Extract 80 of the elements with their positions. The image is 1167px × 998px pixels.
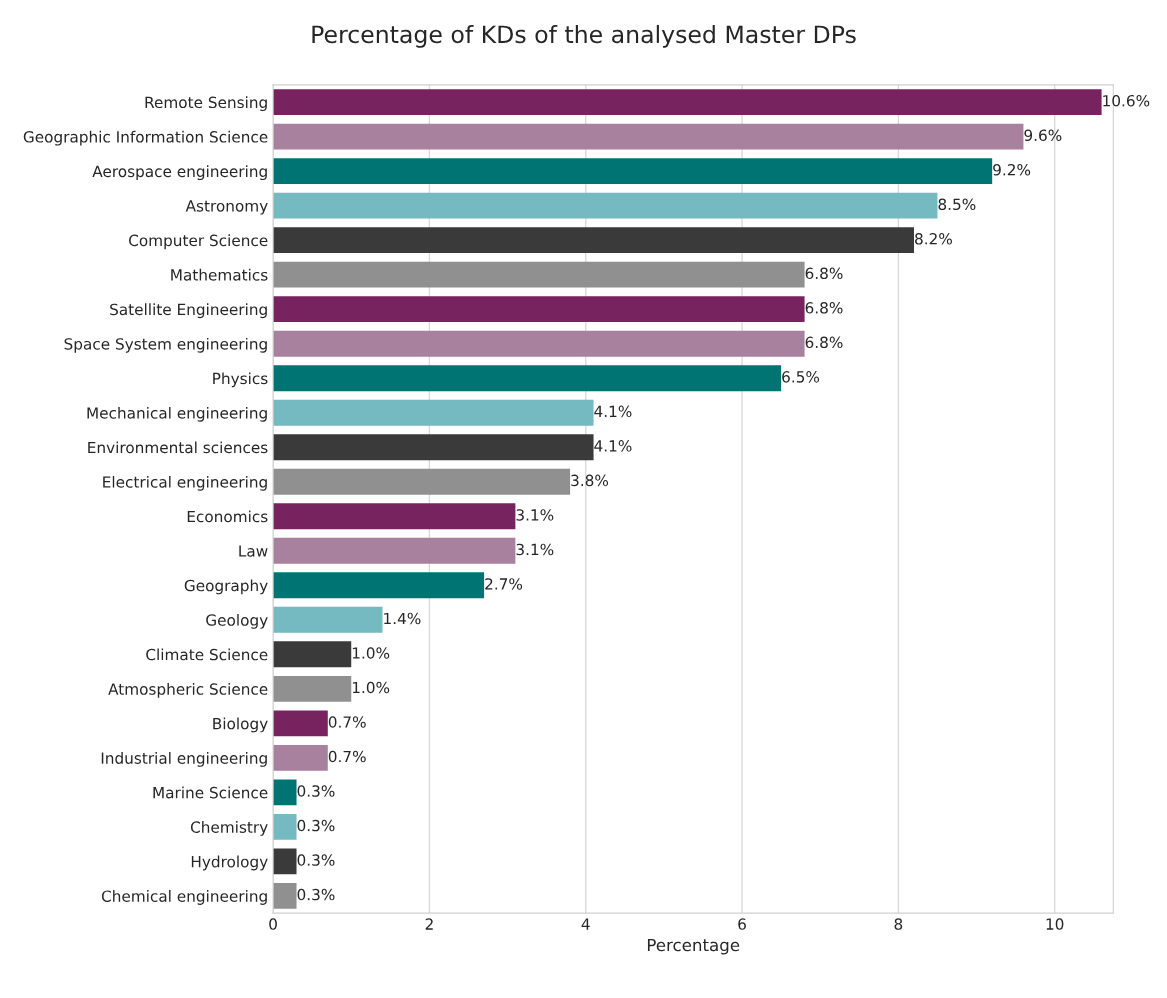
data-label: 9.6% <box>1024 129 1062 142</box>
data-label: 4.1% <box>594 405 632 418</box>
y-tick-label: Geographic Information Science <box>23 130 268 146</box>
bar <box>273 779 297 806</box>
y-tick-label: Geology <box>206 614 268 629</box>
y-tick-label: Marine Science <box>153 786 268 799</box>
x-tick-label: 10 <box>1046 918 1064 930</box>
bar <box>273 89 1102 116</box>
y-tick-label: Electrical engineering <box>103 475 267 491</box>
y-tick-label: Aerospace engineering <box>92 165 267 181</box>
bar <box>273 572 485 599</box>
data-label: 3.8% <box>571 474 609 487</box>
x-tick-label: 6 <box>738 918 746 930</box>
data-label: 10.6% <box>1103 94 1150 107</box>
y-tick-label: Space System engineering <box>64 337 267 353</box>
x-axis-title: Percentage <box>647 938 740 955</box>
data-label: 0.3% <box>297 854 335 866</box>
y-tick-label: Atmospheric Science <box>108 683 268 698</box>
bar <box>273 434 594 461</box>
data-label: 6.5% <box>782 371 820 383</box>
y-tick-label: Biology <box>213 717 268 733</box>
data-label: 0.3% <box>297 819 335 832</box>
y-tick-label: Climate Science <box>146 648 268 661</box>
bar <box>273 641 352 668</box>
x-tick-label: 8 <box>894 918 903 930</box>
bar <box>273 813 297 840</box>
bar <box>273 158 993 185</box>
y-tick-label: Law <box>239 545 268 557</box>
y-tick-label: Mechanical engineering <box>87 406 267 422</box>
data-label: 0.3% <box>297 785 335 797</box>
data-label: 1.4% <box>384 612 421 625</box>
data-label: 6.8% <box>805 267 843 280</box>
data-label: 2.7% <box>485 578 523 590</box>
y-tick-label: Astronomy <box>185 200 268 215</box>
data-label: 8.5% <box>938 198 976 211</box>
y-tick-label: Hydrology <box>191 855 268 871</box>
data-label: 6.8% <box>805 336 843 349</box>
bar <box>273 882 297 909</box>
bar <box>273 227 915 254</box>
y-tick-label: Economics <box>187 510 268 523</box>
data-label: 0.7% <box>328 716 366 728</box>
bar <box>273 365 782 392</box>
bar <box>273 675 352 702</box>
y-tick-label: Environmental sciences <box>88 441 268 454</box>
bar <box>273 399 594 426</box>
bar <box>273 192 938 219</box>
y-tick-label: Industrial engineering <box>101 752 267 767</box>
bar <box>273 606 383 633</box>
x-tick-label: 0 <box>269 918 277 930</box>
x-tick-label: 4 <box>581 918 590 930</box>
bar <box>273 296 805 323</box>
y-tick-label: Mathematics <box>171 268 268 281</box>
data-label: 3.1% <box>516 543 554 556</box>
bar <box>273 744 328 771</box>
data-label: 1.0% <box>352 647 390 659</box>
y-tick-label: Physics <box>213 372 268 388</box>
data-label: 0.3% <box>297 888 335 901</box>
bar <box>273 503 516 530</box>
bar <box>273 848 297 875</box>
data-label: 8.2% <box>915 233 952 245</box>
bar <box>273 537 516 564</box>
data-label: 4.1% <box>594 440 632 452</box>
y-tick-label: Computer Science <box>129 234 268 250</box>
y-tick-label: Chemical engineering <box>101 890 267 905</box>
y-tick-label: Remote Sensing <box>145 96 267 112</box>
bar <box>273 261 805 288</box>
bar <box>273 710 328 737</box>
data-label: 0.7% <box>328 750 366 763</box>
chart-title: Percentage of KDs of the analysed Master DPs <box>312 24 856 48</box>
data-label: 6.8% <box>805 302 843 314</box>
data-label: 9.2% <box>993 163 1031 176</box>
bar <box>273 123 1024 150</box>
data-label: 3.1% <box>516 509 554 521</box>
bar <box>273 330 805 357</box>
y-tick-label: Geography <box>184 579 268 595</box>
y-tick-label: Chemistry <box>190 821 268 836</box>
x-tick-label: 2 <box>425 918 433 930</box>
y-tick-label: Satellite Engineering <box>110 303 267 319</box>
data-label: 1.0% <box>352 681 390 694</box>
bar <box>273 468 571 495</box>
